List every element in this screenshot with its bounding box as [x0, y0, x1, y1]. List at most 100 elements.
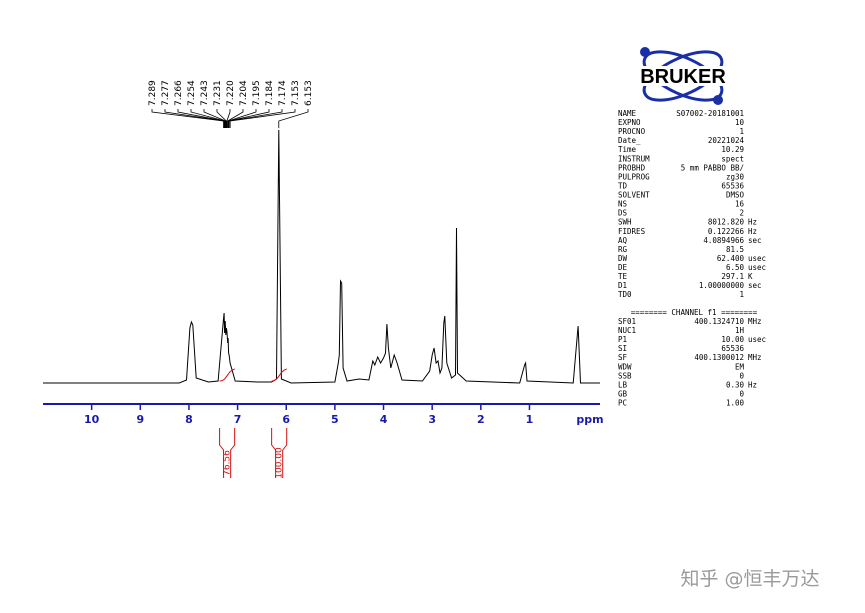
- integral-bracket: [271, 428, 288, 478]
- param-value: 6.50: [726, 263, 745, 272]
- param-value: 0.30: [726, 380, 745, 389]
- param-value: 8012.820: [708, 218, 745, 227]
- param-name: WDW: [618, 362, 632, 371]
- peak-leader: [227, 109, 257, 128]
- logo-text: BRUKER: [640, 66, 726, 88]
- param-name: PULPROG: [618, 172, 650, 181]
- x-tick-label: 6: [282, 413, 290, 426]
- param-value: 1.00000000: [699, 281, 745, 290]
- x-tick-label: 4: [380, 413, 388, 426]
- logo-orbits: [640, 47, 724, 105]
- peak-label: 7.195: [252, 80, 262, 106]
- peak-leader: [227, 109, 244, 128]
- param-value: 4.0894966: [703, 236, 744, 245]
- peak-label: 7.220: [226, 80, 236, 106]
- param-value: S07002-20181001: [676, 109, 744, 118]
- param-name: P1: [618, 335, 627, 344]
- param-unit: MHz: [748, 317, 762, 326]
- param-value: spect: [721, 154, 744, 163]
- param-name: NAME: [618, 109, 637, 118]
- param-value: 2: [739, 209, 744, 218]
- param-value: 5 mm PABBO BB/: [681, 163, 744, 172]
- x-tick-label: 7: [234, 413, 242, 426]
- param-name: Date_: [618, 136, 641, 145]
- param-unit: usec: [748, 254, 766, 263]
- param-value: zg30: [726, 172, 745, 181]
- param-name: D1: [618, 281, 627, 290]
- param-value: 1H: [735, 326, 745, 335]
- integral-bracket: [219, 428, 236, 478]
- peak-leader: [228, 109, 283, 128]
- param-value: 400.1324710: [694, 317, 744, 326]
- param-value: 1.00: [726, 399, 745, 408]
- peak-label: 6.153: [304, 80, 314, 106]
- param-value: DMSO: [726, 191, 745, 200]
- x-axis-label: ppm: [576, 413, 603, 426]
- param-value: 1: [739, 290, 744, 299]
- param-name: DE: [618, 263, 628, 272]
- peak-leader: [177, 109, 226, 128]
- param-name: TE: [618, 272, 628, 281]
- param-value: 0: [739, 371, 744, 380]
- param-name: LB: [618, 380, 628, 389]
- integral-curve: [219, 368, 235, 382]
- param-value: 10.00: [721, 335, 744, 344]
- param-value: 16: [735, 200, 745, 209]
- peak-label: 7.231: [213, 80, 223, 106]
- x-tick-label: 1: [526, 413, 534, 426]
- param-unit: usec: [748, 263, 766, 272]
- peak-label: 7.153: [291, 80, 301, 106]
- integral-label: 76.56: [223, 450, 233, 476]
- param-unit: Hz: [748, 227, 757, 236]
- param-name: NUC1: [618, 326, 636, 335]
- peak-label: 7.174: [278, 80, 288, 106]
- param-unit: MHz: [748, 353, 762, 362]
- param-value: 297.1: [721, 272, 744, 281]
- param-name: PC: [618, 399, 627, 408]
- x-tick-label: 2: [477, 413, 485, 426]
- peak-leader: [229, 109, 296, 128]
- param-unit: Hz: [748, 218, 757, 227]
- param-name: SOLVENT: [618, 191, 650, 200]
- x-tick-label: 5: [331, 413, 339, 426]
- param-name: DW: [618, 254, 628, 263]
- param-name: AQ: [618, 236, 628, 245]
- param-name: PROBHD: [618, 163, 646, 172]
- peak-leader: [151, 109, 224, 128]
- peak-label: 7.204: [239, 80, 249, 106]
- param-name: GB: [618, 389, 628, 398]
- param-name: Time: [618, 145, 637, 154]
- peak-label: 7.243: [200, 80, 210, 106]
- peak-label: 7.266: [174, 80, 184, 106]
- x-tick-label: 10: [84, 413, 100, 426]
- peak-label: 7.254: [187, 80, 197, 106]
- param-name: TD0: [618, 290, 632, 299]
- param-name: TD: [618, 181, 628, 190]
- peak-leader: [216, 109, 227, 128]
- param-value: 65536: [721, 344, 744, 353]
- x-tick-label: 9: [136, 413, 144, 426]
- param-value: 65536: [721, 181, 744, 190]
- param-value: 1: [739, 127, 744, 136]
- x-tick-label: 3: [428, 413, 436, 426]
- param-name: INSTRUM: [618, 154, 650, 163]
- param-value: 400.1300012: [694, 353, 744, 362]
- param-unit: sec: [748, 281, 762, 290]
- peak-leader: [228, 109, 270, 128]
- integral-label: 100.00: [275, 447, 285, 479]
- param-name: RG: [618, 245, 628, 254]
- peak-leader: [278, 109, 309, 128]
- spectrum-line: [43, 129, 600, 384]
- peak-leader: [203, 109, 227, 128]
- param-value: 0: [739, 389, 744, 398]
- param-name: SF01: [618, 317, 636, 326]
- param-name: SSB: [618, 371, 632, 380]
- param-name: EXPNO: [618, 118, 641, 127]
- watermark: 知乎 @恒丰万达: [680, 568, 819, 590]
- peak-label: 7.289: [148, 80, 158, 106]
- param-unit: sec: [748, 236, 762, 245]
- peak-leader: [164, 109, 225, 128]
- param-unit: usec: [748, 335, 766, 344]
